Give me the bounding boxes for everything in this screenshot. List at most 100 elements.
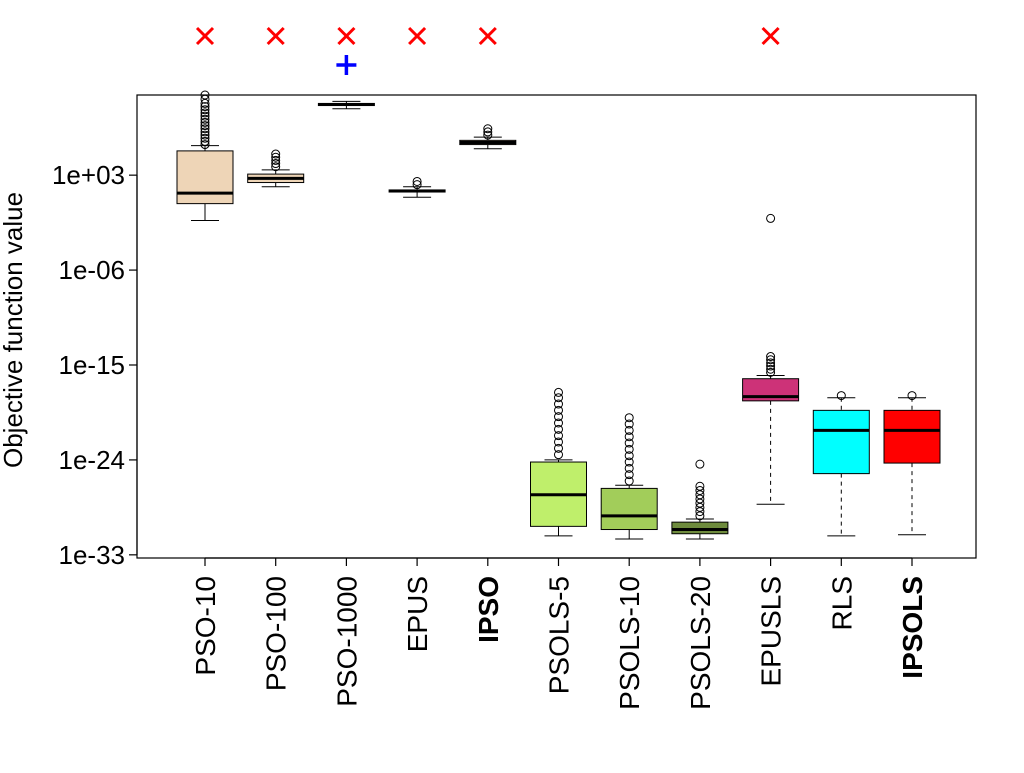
outlier-point — [766, 364, 776, 374]
outlier-point — [836, 391, 846, 401]
outlier-point — [554, 418, 563, 428]
x-tick-label: RLS — [826, 576, 857, 630]
box-pso-100 — [247, 149, 305, 188]
outlier-point — [554, 412, 563, 422]
outlier-point — [907, 391, 917, 401]
outlier-point — [483, 130, 493, 140]
box-body — [176, 150, 234, 205]
box-psols-10 — [600, 413, 658, 540]
outlier-point — [766, 352, 776, 362]
outlier-point — [412, 180, 422, 190]
y-tick-label: 1e-15 — [59, 350, 126, 380]
box-psols-20 — [671, 459, 729, 540]
box-psols-5 — [530, 387, 587, 537]
cross-stroke-b — [195, 26, 215, 46]
outlier-point — [695, 481, 705, 491]
cross-stroke-b — [478, 26, 497, 46]
box-body — [883, 409, 941, 464]
outlier-point — [200, 127, 210, 137]
outlier-point — [695, 459, 705, 469]
y-axis-label: Objective function value — [0, 192, 28, 468]
outlier-point — [624, 457, 634, 467]
y-axis: 1e+03 1e-06 1e-15 1e-24 1e-33 — [52, 160, 138, 570]
outlier-point — [695, 486, 705, 496]
outlier-point — [483, 124, 493, 134]
outlier-point — [766, 355, 776, 365]
outlier-point — [554, 424, 563, 434]
outlier-point — [271, 152, 281, 162]
outlier-point — [624, 438, 634, 448]
outlier-point — [554, 437, 563, 447]
box-ipso — [459, 124, 517, 150]
outlier-point — [766, 358, 776, 368]
outlier-point — [624, 419, 634, 429]
box-pso-1000 — [317, 100, 375, 110]
x-axis-labels: PSO-10 PSO-100 PSO-1000 EPUS IPSO PSOLS-5 PSOL… — [190, 557, 928, 710]
outlier-point — [271, 162, 281, 172]
x-tick-label: EPUSLS — [756, 576, 787, 687]
box-rls — [812, 391, 870, 537]
box-body — [671, 521, 729, 535]
outlier-point — [200, 94, 210, 104]
x-tick-label: PSOLS-5 — [544, 576, 575, 694]
cross-marker — [478, 26, 497, 46]
outlier-point — [200, 130, 210, 140]
cross-marker — [761, 26, 780, 46]
outlier-point — [200, 117, 210, 127]
outlier-point — [271, 149, 281, 159]
outlier-point — [624, 463, 634, 473]
cross-stroke-b — [761, 26, 780, 46]
y-tick-label: 1e-33 — [59, 540, 126, 570]
outlier-point — [412, 176, 422, 186]
x-tick-label: PSOLS-10 — [614, 576, 645, 710]
outlier-point — [554, 387, 563, 397]
outlier-point — [766, 213, 776, 223]
outlier-point — [624, 425, 634, 435]
cross-marker — [195, 26, 215, 46]
y-tick-label: 1e-06 — [59, 255, 126, 285]
outlier-point — [766, 361, 776, 371]
outlier-point — [200, 105, 210, 115]
x-tick-label: IPSO — [473, 576, 504, 643]
outlier-point — [200, 136, 210, 146]
outlier-point — [483, 127, 493, 137]
outlier-point — [624, 476, 634, 486]
cross-stroke-b — [408, 26, 427, 46]
outlier-point — [624, 444, 634, 454]
y-tick-label: 1e+03 — [52, 160, 125, 190]
outlier-point — [624, 470, 634, 480]
box-epusls — [742, 213, 800, 505]
box-body — [812, 409, 870, 475]
outlier-point — [554, 399, 563, 409]
outlier-point — [554, 443, 563, 453]
outlier-point — [200, 90, 210, 100]
outlier-point — [200, 124, 210, 134]
top-markers-group — [195, 26, 780, 75]
cross-stroke-b — [266, 26, 285, 46]
outlier-point — [554, 393, 563, 403]
outlier-point — [766, 367, 776, 377]
box-ipsols — [883, 391, 941, 536]
boxes-group — [176, 90, 941, 540]
cross-stroke-b — [337, 26, 356, 46]
x-tick-label: EPUS — [402, 576, 433, 652]
plus-marker — [336, 55, 357, 75]
cross-marker — [266, 26, 285, 46]
outlier-point — [200, 111, 210, 121]
outlier-point — [554, 405, 563, 415]
outlier-point — [271, 155, 281, 165]
outlier-point — [554, 431, 563, 441]
outlier-point — [554, 450, 563, 460]
outlier-point — [200, 114, 210, 124]
y-tick-label: 1e-24 — [59, 445, 126, 475]
outlier-point — [624, 432, 634, 442]
cross-marker — [337, 26, 356, 46]
x-tick-label: PSO-1000 — [331, 576, 362, 707]
cross-marker — [408, 26, 427, 46]
x-tick-label: PSOLS-20 — [685, 576, 716, 710]
outlier-point — [200, 121, 210, 131]
box-epus — [388, 176, 446, 198]
outlier-point — [200, 102, 210, 112]
